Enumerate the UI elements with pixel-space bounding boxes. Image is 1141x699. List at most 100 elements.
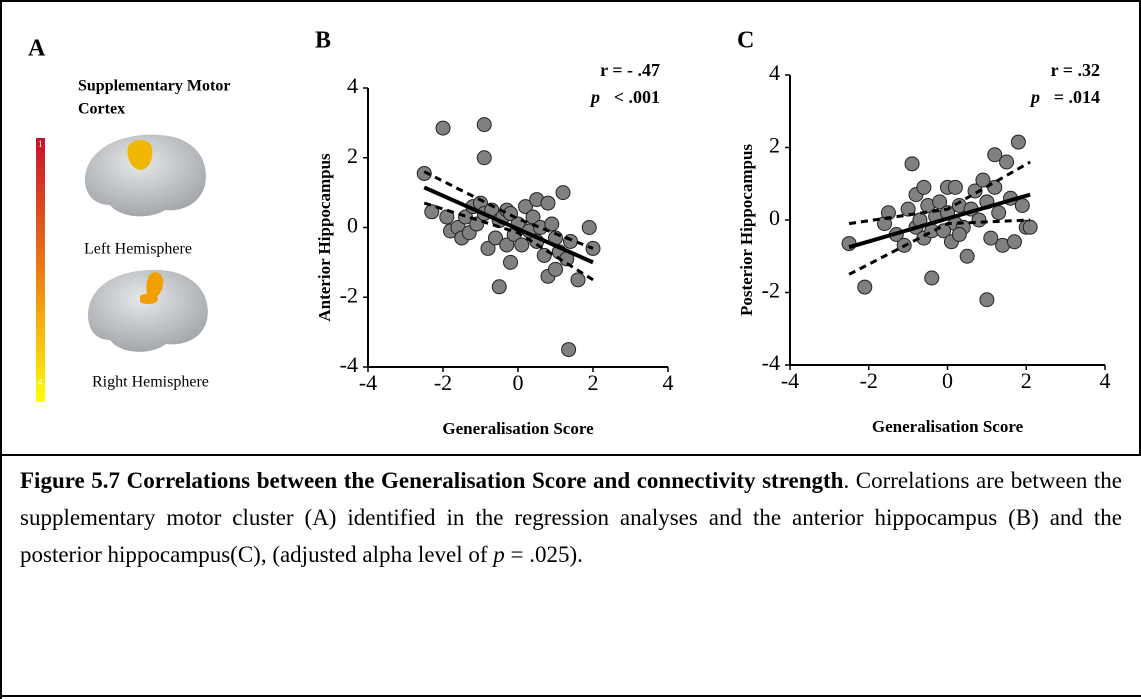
- data-point: [932, 194, 948, 210]
- data-point: [959, 248, 975, 264]
- panel-letter: C: [737, 28, 754, 54]
- x-axis-label: Generalisation Score: [872, 417, 1024, 436]
- data-point: [416, 165, 432, 181]
- colorbar: [36, 138, 45, 402]
- x-tick-label: 2: [588, 370, 599, 395]
- data-point: [536, 247, 552, 263]
- data-point: [561, 342, 577, 358]
- caption-text: . Correlations are between the supplemen…: [20, 468, 1122, 567]
- x-tick-label: 4: [1100, 368, 1111, 393]
- y-tick-label: 4: [769, 60, 780, 85]
- data-point: [900, 201, 916, 217]
- data-point: [857, 279, 873, 295]
- caption-p: p: [493, 542, 505, 567]
- data-point: [570, 272, 586, 288]
- ci-line: [423, 201, 594, 282]
- y-tick-label: 2: [347, 143, 358, 168]
- y-tick-label: -2: [340, 282, 358, 307]
- data-point: [924, 270, 940, 286]
- x-axis-label: Generalisation Score: [442, 419, 594, 438]
- data-point: [951, 227, 967, 242]
- data-point: [548, 261, 563, 277]
- ci-line: [423, 170, 594, 250]
- data-point: [991, 205, 1007, 221]
- data-point: [424, 204, 440, 220]
- data-point: [1010, 134, 1026, 150]
- colorbar-label: 4: [38, 377, 43, 387]
- x-tick-label: 0: [513, 370, 524, 395]
- data-point: [983, 230, 999, 246]
- y-tick-label: 2: [769, 133, 780, 158]
- hemisphere-label: Left Hemisphere: [84, 241, 192, 258]
- fit-line: [423, 185, 594, 265]
- ci-line: [848, 160, 1031, 226]
- stat-r: r = .32: [1051, 60, 1100, 80]
- data-point: [1022, 219, 1038, 235]
- x-tick-label: -2: [434, 370, 452, 395]
- data-point: [880, 205, 896, 221]
- data-point: [488, 230, 503, 246]
- data-point: [987, 179, 1003, 195]
- x-tick-label: 0: [942, 368, 953, 393]
- data-point: [979, 292, 995, 308]
- stat-p-symbol: p: [589, 87, 600, 107]
- stat-p: < .001: [614, 87, 660, 107]
- y-tick-label: -4: [340, 352, 358, 377]
- fit-line: [848, 192, 1031, 250]
- hemisphere-label: Right Hemisphere: [92, 374, 209, 391]
- y-tick-label: 0: [347, 213, 358, 238]
- data-point: [1014, 198, 1030, 213]
- caption-text: = .025).: [504, 542, 583, 567]
- x-tick-label: 4: [663, 370, 674, 395]
- data-point: [947, 179, 963, 195]
- data-point: [480, 240, 496, 256]
- caption-bold: Figure 5.7 Correlations between the Gene…: [20, 468, 844, 493]
- data-point: [581, 220, 597, 235]
- data-point: [491, 279, 507, 295]
- data-point: [518, 199, 533, 215]
- data-point: [971, 212, 987, 228]
- data-point: [841, 236, 857, 252]
- stat-r: r = - .47: [600, 60, 660, 80]
- data-point: [999, 154, 1015, 170]
- y-tick-label: 4: [347, 73, 358, 98]
- x-tick-label: -4: [781, 368, 799, 393]
- data-point: [469, 216, 485, 232]
- data-point: [555, 185, 571, 201]
- x-tick-label: 2: [1021, 368, 1032, 393]
- panel-letter: B: [315, 28, 331, 54]
- data-point: [435, 120, 451, 136]
- caption: Figure 5.7 Correlations between the Gene…: [20, 462, 1122, 573]
- brain-left: [85, 134, 206, 217]
- region-title: Supplementary Motor: [78, 78, 230, 95]
- data-point: [563, 233, 578, 249]
- y-tick-label: -2: [762, 278, 780, 303]
- stat-p-symbol: p: [1029, 87, 1040, 107]
- x-tick-label: -4: [359, 370, 377, 395]
- data-point: [514, 237, 530, 253]
- brain-right: [88, 269, 208, 352]
- stat-p: = .014: [1054, 87, 1100, 107]
- y-axis-label: Anterior Hippocampus: [315, 153, 334, 322]
- data-point: [499, 237, 515, 253]
- data-point: [1006, 234, 1022, 250]
- colorbar-label: 1: [38, 139, 43, 149]
- data-point: [503, 254, 518, 270]
- data-point: [476, 150, 492, 166]
- ci-line: [848, 218, 1031, 276]
- y-tick-label: -4: [762, 350, 780, 375]
- data-point: [544, 216, 560, 232]
- data-point: [540, 195, 556, 211]
- y-axis-label: Posterior Hippocampus: [737, 144, 756, 316]
- data-point: [916, 179, 932, 195]
- region-title: Cortex: [78, 101, 125, 118]
- data-point: [904, 156, 920, 172]
- panel-letter: A: [28, 36, 46, 62]
- data-point: [987, 147, 1003, 163]
- data-point: [476, 117, 492, 133]
- data-point: [439, 209, 455, 225]
- data-point: [975, 172, 991, 188]
